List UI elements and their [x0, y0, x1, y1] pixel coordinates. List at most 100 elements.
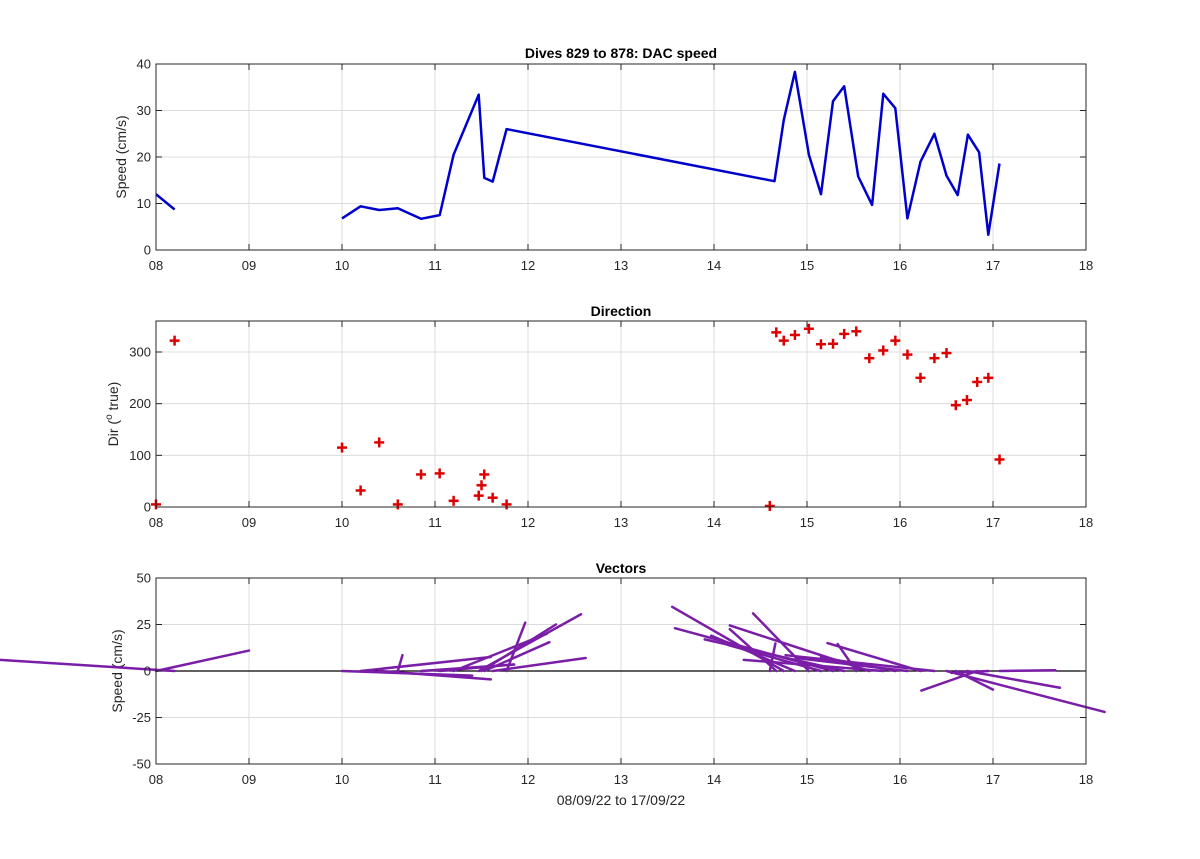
- direction-ylabel-part2: true): [105, 382, 121, 415]
- direction-point: [983, 372, 994, 383]
- x-tick-label: 10: [335, 258, 349, 273]
- direction-point: [337, 442, 347, 453]
- vector-stick: [396, 653, 404, 673]
- vector-stick: [483, 640, 551, 673]
- x-tick-label: 16: [893, 258, 907, 273]
- direction-point: [434, 468, 445, 479]
- x-tick-label: 11: [428, 515, 442, 530]
- x-tick-label: 13: [614, 515, 628, 530]
- y-tick-label: 0: [144, 243, 151, 258]
- y-tick-label: 300: [129, 345, 151, 360]
- vector-stick: [784, 653, 936, 673]
- y-tick-label: 0: [144, 500, 151, 515]
- direction-point: [851, 326, 862, 337]
- direction-point: [961, 395, 972, 406]
- direction-point: [803, 323, 814, 334]
- direction-point: [355, 485, 366, 496]
- x-axis-label: 08/09/22 to 17/09/22: [557, 792, 686, 808]
- direction-point: [972, 376, 983, 387]
- x-tick-label: 12: [521, 772, 535, 787]
- x-tick-label: 15: [800, 515, 814, 530]
- x-tick-label: 17: [986, 515, 1000, 530]
- y-tick-label: 20: [137, 150, 151, 165]
- direction-point: [815, 339, 826, 350]
- vector-stick: [998, 669, 1057, 673]
- direction-point: [169, 335, 180, 346]
- x-tick-label: 16: [893, 515, 907, 530]
- y-tick-label: 30: [137, 103, 151, 118]
- y-tick-label: 40: [137, 57, 151, 72]
- vectors-panel: Vectors Speed (cm/s) 08 09 10 11 12 13 14 15 16 1…: [0, 560, 1106, 787]
- vector-stick: [945, 669, 1106, 714]
- x-tick-label: 17: [986, 772, 1000, 787]
- direction-point: [374, 437, 385, 448]
- direction-panel: Direction Dir (o true) 08 09 10 11 12 13 14 15 1…: [104, 303, 1093, 530]
- x-tick-label: 10: [335, 772, 349, 787]
- speed-title: Dives 829 to 878: DAC speed: [525, 45, 717, 61]
- x-tick-label: 11: [428, 258, 442, 273]
- vector-stick: [154, 649, 251, 673]
- direction-point: [392, 499, 403, 510]
- vectors-title: Vectors: [596, 560, 647, 576]
- direction-point: [479, 469, 490, 480]
- direction-point: [890, 335, 901, 346]
- direction-point: [771, 327, 782, 338]
- x-tick-label: 18: [1079, 258, 1093, 273]
- direction-point: [476, 480, 487, 491]
- vector-stick: [954, 669, 995, 691]
- x-tick-label: 11: [428, 772, 442, 787]
- direction-point: [950, 400, 961, 411]
- x-tick-label: 14: [707, 515, 721, 530]
- speed-series-line: [341, 70, 1001, 236]
- x-tick-label: 15: [800, 772, 814, 787]
- direction-point: [915, 372, 926, 383]
- direction-point: [764, 500, 775, 511]
- direction-ylabel-degree: o: [104, 414, 115, 420]
- direction-point: [789, 329, 800, 340]
- x-tick-label: 18: [1079, 772, 1093, 787]
- x-tick-label: 17: [986, 258, 1000, 273]
- x-tick-label: 08: [149, 772, 163, 787]
- vector-stick: [965, 669, 1062, 689]
- direction-point: [902, 349, 913, 360]
- direction-point: [448, 495, 459, 506]
- x-tick-label: 09: [242, 258, 256, 273]
- x-tick-label: 12: [521, 258, 535, 273]
- vector-stick: [794, 656, 909, 673]
- vector-stick: [742, 658, 885, 673]
- speed-panel: Dives 829 to 878: DAC speed Speed (cm/s)…: [113, 45, 1093, 273]
- direction-point: [473, 490, 484, 501]
- vector-stick: [0, 658, 176, 673]
- direction-point: [416, 469, 427, 480]
- direction-point: [878, 345, 889, 356]
- speed-series-line: [155, 193, 176, 211]
- x-tick-label: 10: [335, 515, 349, 530]
- x-tick-label: 12: [521, 515, 535, 530]
- direction-point: [501, 499, 512, 510]
- y-tick-label: 25: [137, 617, 151, 632]
- y-tick-label: 10: [137, 196, 151, 211]
- y-tick-label: -50: [132, 757, 151, 772]
- vector-stick: [377, 669, 493, 681]
- vector-stick: [826, 641, 922, 673]
- direction-point: [864, 353, 875, 364]
- x-tick-label: 09: [242, 515, 256, 530]
- direction-ylabel: Dir (o true): [104, 382, 121, 447]
- direction-title: Direction: [591, 303, 652, 319]
- y-tick-label: 200: [129, 396, 151, 411]
- direction-point: [941, 348, 952, 359]
- x-tick-label: 14: [707, 258, 721, 273]
- direction-point: [994, 454, 1005, 465]
- direction-point: [778, 335, 789, 346]
- x-tick-label: 16: [893, 772, 907, 787]
- x-tick-label: 13: [614, 772, 628, 787]
- vectors-ylabel: Speed (cm/s): [109, 629, 125, 712]
- y-tick-label: 50: [137, 571, 151, 586]
- direction-point: [839, 328, 850, 339]
- x-tick-label: 08: [149, 258, 163, 273]
- x-tick-label: 09: [242, 772, 256, 787]
- vector-stick: [480, 623, 558, 673]
- vector-stick: [949, 669, 990, 675]
- direction-point: [487, 492, 498, 503]
